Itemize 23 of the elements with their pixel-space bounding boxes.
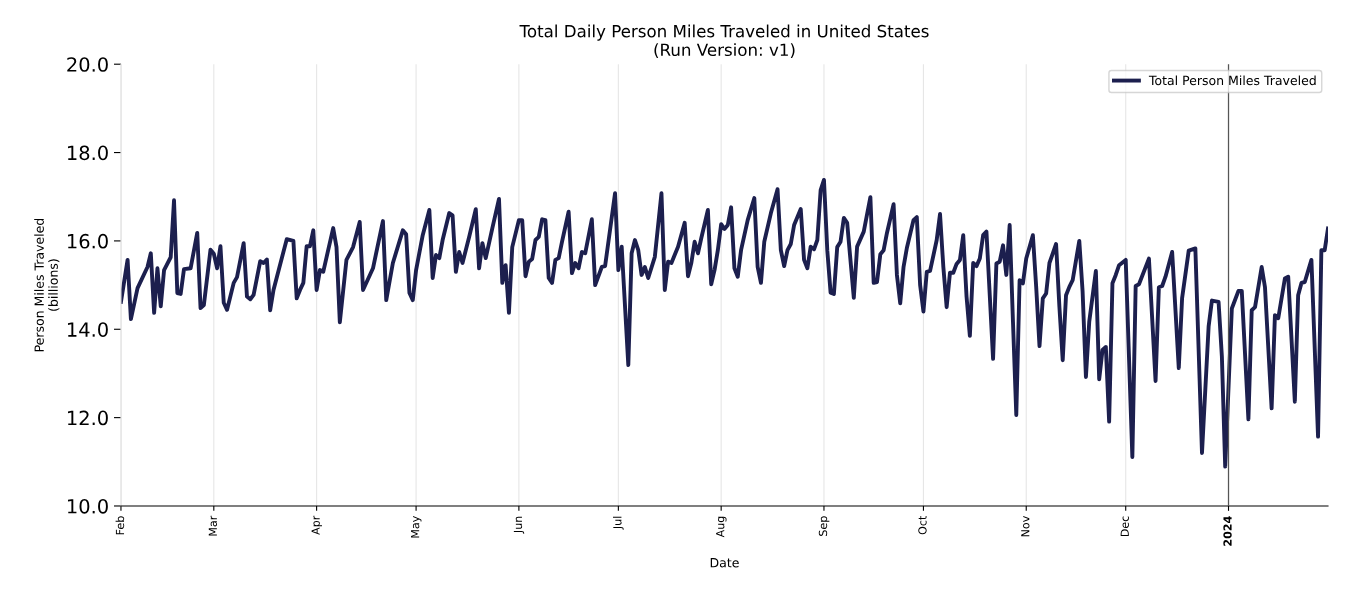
x-axis-title: Date bbox=[710, 558, 739, 568]
y-tick-label: 14.0 bbox=[68, 322, 108, 337]
x-tick-label: 2024 bbox=[1223, 516, 1232, 546]
x-tick-label: Nov bbox=[1021, 516, 1030, 537]
x-tick-label: Sep bbox=[818, 516, 830, 536]
x-tick-label: Jul bbox=[612, 516, 624, 530]
x-tick-label: Apr bbox=[311, 515, 322, 535]
x-tick-label: May bbox=[411, 516, 422, 538]
x-tick-label: Aug bbox=[716, 516, 727, 538]
x-tick-label: Dec bbox=[1120, 516, 1129, 537]
y-tick-label: 20.0 bbox=[67, 57, 108, 72]
line-series bbox=[120, 178, 1328, 469]
legend-label: Total Person Miles Traveled bbox=[1148, 75, 1316, 86]
y-tick-label: 10.0 bbox=[68, 498, 108, 514]
x-tick-label: Feb bbox=[115, 516, 125, 535]
y-tick-label: 16.0 bbox=[68, 233, 108, 249]
y-tick-label: 18.0 bbox=[68, 145, 108, 161]
x-tick-label: Mar bbox=[208, 515, 218, 536]
y-tick-label: 12.0 bbox=[68, 410, 108, 426]
chart-title: Total Daily Person Miles Traveled in United States (Run Version: v1) bbox=[519, 24, 929, 59]
x-tick-label: Jun bbox=[513, 516, 525, 534]
x-tick-label: Oct bbox=[918, 515, 927, 535]
y-axis-title: Person Miles Traveled (billions) bbox=[34, 218, 60, 352]
